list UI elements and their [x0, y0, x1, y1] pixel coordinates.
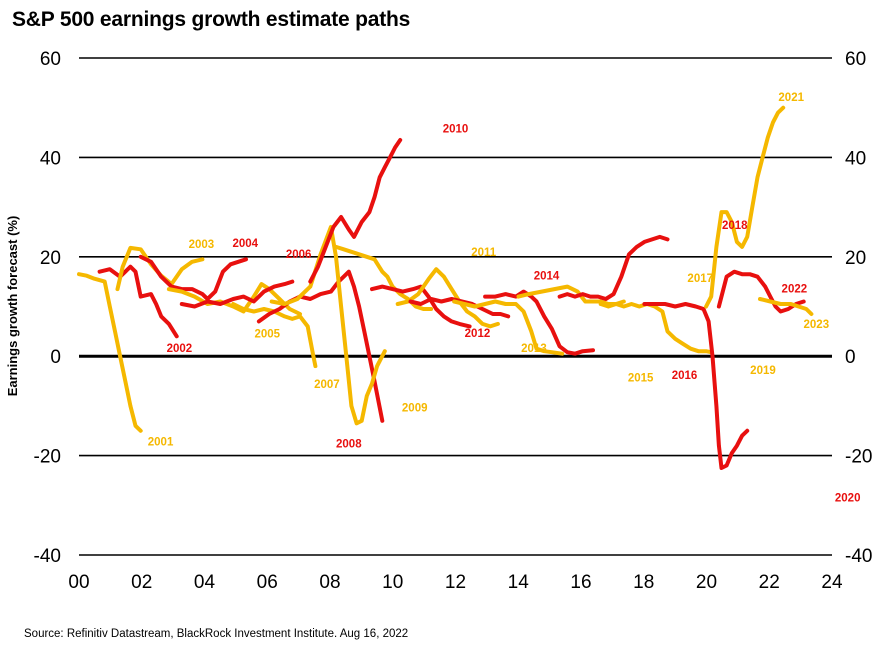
- series-line-2015: [452, 299, 565, 356]
- series-label-2019: 2019: [750, 365, 776, 377]
- x-tick-label: 00: [68, 572, 89, 593]
- series-label-2011: 2011: [471, 247, 497, 259]
- x-tick-label: 20: [696, 572, 717, 593]
- series-line-2004: [138, 254, 248, 301]
- x-tick-label: 14: [508, 572, 530, 593]
- series-line-2022: [716, 269, 806, 314]
- x-tick-label: 12: [445, 572, 466, 593]
- y-axis-label: Earnings growth forecast (%): [5, 216, 20, 397]
- series-line-2013: [395, 267, 500, 329]
- series-label-2010: 2010: [443, 124, 469, 136]
- series-line-2008: [256, 269, 385, 423]
- series-label-2018: 2018: [722, 220, 748, 232]
- y-tick-label-left: -40: [34, 546, 61, 567]
- series-line-2002: [97, 264, 179, 339]
- series-label-2005: 2005: [254, 328, 280, 340]
- series-line-2019: [598, 302, 714, 355]
- series-label-2007: 2007: [314, 379, 340, 391]
- x-tick-label: 06: [257, 572, 278, 593]
- series-labels: 2001 2002 2003 2004 2005 2006 2007 2008 2009 2010…: [148, 92, 861, 505]
- series-label-2020: 2020: [835, 492, 861, 504]
- series-line-2021: [704, 105, 786, 309]
- series-line-2016: [483, 289, 595, 356]
- series-label-2006: 2006: [286, 249, 312, 261]
- series-label-2014: 2014: [534, 271, 560, 283]
- y-tick-label-right: 0: [845, 347, 856, 368]
- series-label-2004: 2004: [232, 238, 258, 250]
- y-tick-label-right: 60: [845, 49, 866, 70]
- series-line-2001: [77, 272, 143, 433]
- chart-title: S&P 500 earnings growth estimate paths: [12, 8, 411, 31]
- source-note: Source: Refinitiv Datastream, BlackRock …: [24, 628, 409, 640]
- series-label-2023: 2023: [804, 319, 830, 331]
- series-line-2020: [642, 302, 750, 470]
- series-label-2015: 2015: [628, 373, 654, 385]
- series-line-2012: [370, 284, 472, 329]
- series-label-2021: 2021: [778, 92, 804, 104]
- series-line-2009: [269, 225, 387, 426]
- y-tick-label-left: 60: [40, 49, 61, 70]
- series-label-2001: 2001: [148, 437, 174, 449]
- y-tick-label-right: 40: [845, 148, 866, 169]
- series-label-2017: 2017: [687, 273, 713, 285]
- series-line-2006: [179, 279, 295, 309]
- y-tick-label-left: -20: [34, 447, 61, 468]
- series-line-2010: [308, 138, 403, 284]
- series-line-2018: [557, 234, 670, 301]
- y-tick-label-right: -40: [845, 546, 872, 567]
- series-line-2007: [231, 302, 318, 369]
- x-tick-label: 08: [319, 572, 340, 593]
- x-tick-label: 22: [759, 572, 780, 593]
- series-line-2005: [166, 282, 302, 316]
- series-label-2016: 2016: [672, 370, 698, 382]
- y-tick-label-right: -20: [845, 447, 872, 468]
- series-label-2002: 2002: [167, 343, 193, 355]
- y-tick-label-right: 20: [845, 248, 866, 269]
- x-tick-label: 16: [570, 572, 591, 593]
- series-line-2023: [758, 297, 814, 316]
- series-label-2012: 2012: [465, 328, 491, 340]
- y-tick-label-left: 40: [40, 148, 61, 169]
- series-label-2008: 2008: [336, 439, 362, 451]
- gridlines: [79, 57, 832, 556]
- series-lines: [77, 105, 814, 470]
- series-label-2022: 2022: [782, 284, 808, 296]
- y-tick-label-left: 0: [50, 347, 61, 368]
- series-line-2011: [334, 244, 434, 311]
- x-tick-label: 02: [131, 572, 152, 593]
- x-tick-label: 24: [821, 572, 843, 593]
- series-label-2013: 2013: [521, 343, 547, 355]
- series-label-2003: 2003: [189, 239, 215, 251]
- series-label-2009: 2009: [402, 402, 428, 414]
- x-tick-label: 10: [382, 572, 403, 593]
- y-tick-label-left: 20: [40, 248, 61, 269]
- x-tick-label: 18: [633, 572, 654, 593]
- x-tick-label: 04: [194, 572, 216, 593]
